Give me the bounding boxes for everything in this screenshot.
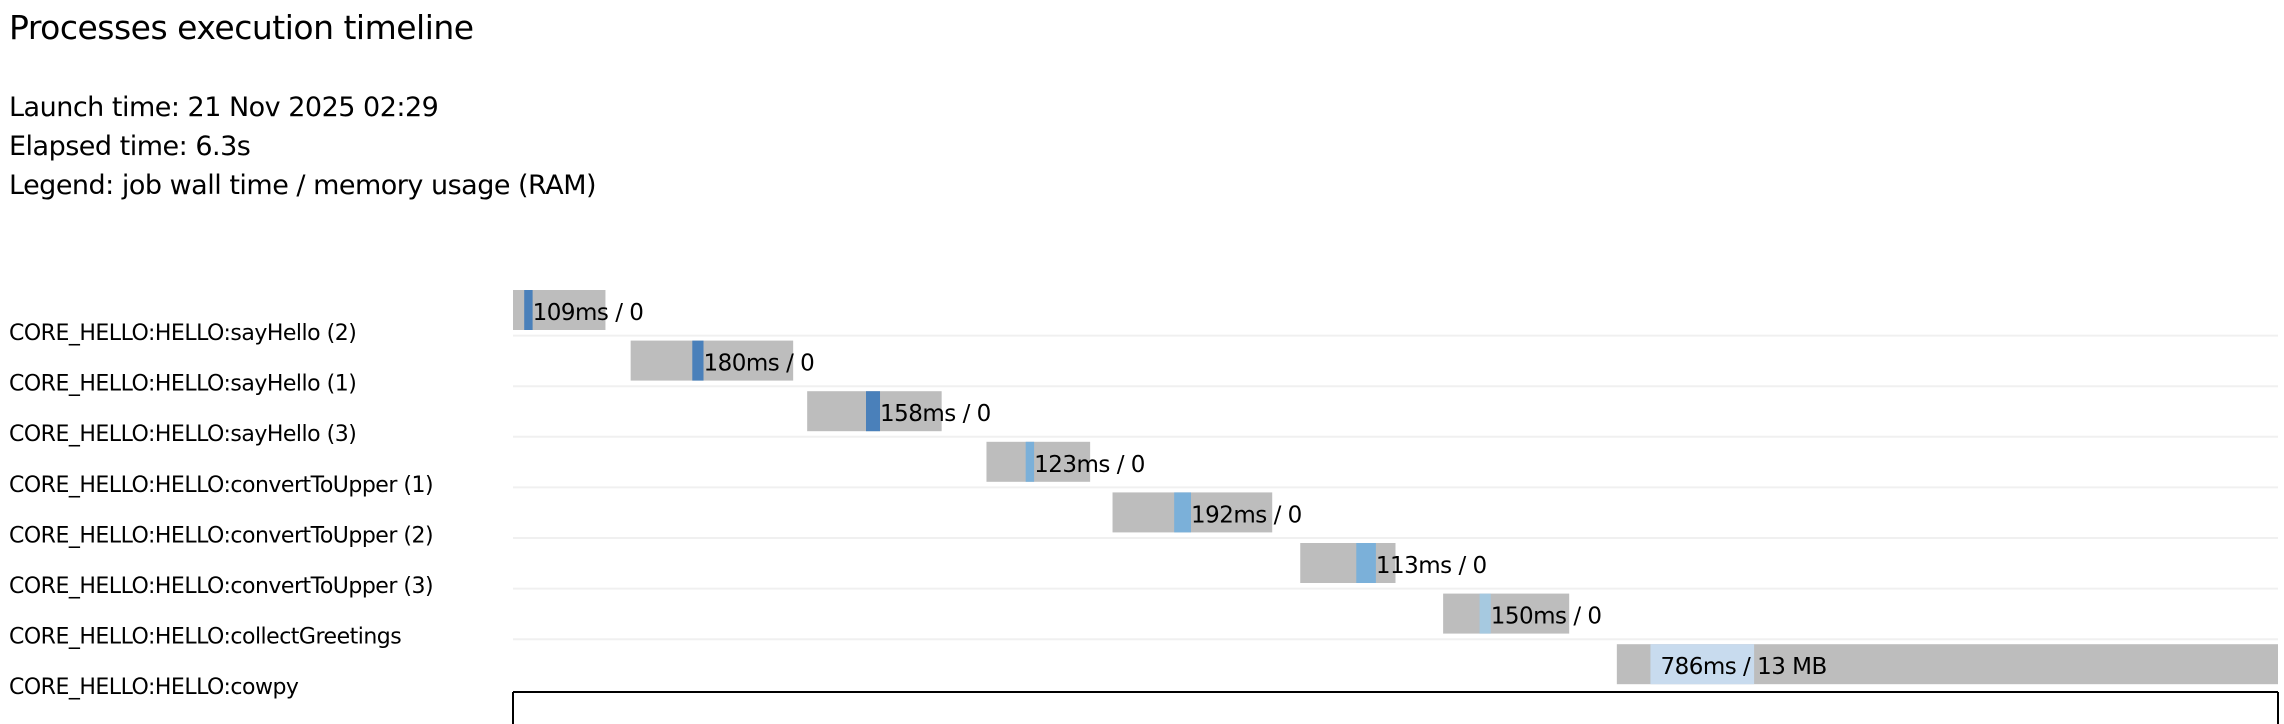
task-duration-label: 180ms / 0 <box>704 351 815 377</box>
page-title: Processes execution timeline <box>9 8 474 47</box>
legend-text: Legend: job wall time / memory usage (RA… <box>9 170 597 201</box>
task-bar-run <box>1025 441 1035 482</box>
task-bar-pending <box>1443 593 1570 634</box>
task-bar-run <box>1650 644 1755 685</box>
task-duration-label: 109ms / 0 <box>533 300 644 326</box>
memory-label: / 0 <box>956 401 991 427</box>
task-bar-pending <box>1112 492 1273 533</box>
task-label: CORE_HELLO:HELLO:sayHello (2) <box>9 321 356 346</box>
task-duration-label: 786ms / 13 MB <box>1660 654 1826 680</box>
time-label: 786ms <box>1660 654 1736 680</box>
memory-label: / 0 <box>1452 553 1487 579</box>
task-label: CORE_HELLO:HELLO:sayHello (3) <box>9 422 356 447</box>
task-bar-run <box>692 340 704 381</box>
memory-label: / 0 <box>779 351 814 377</box>
time-label: 109ms <box>533 300 609 326</box>
time-label: 192ms <box>1191 502 1267 528</box>
task-duration-label: 150ms / 0 <box>1491 604 1602 630</box>
task-bar-run <box>1174 492 1191 533</box>
task-label: CORE_HELLO:HELLO:convertToUpper (3) <box>9 574 433 599</box>
task-duration-label: 123ms / 0 <box>1034 452 1145 478</box>
memory-label: / 0 <box>1110 452 1145 478</box>
memory-label: / 0 <box>1267 502 1302 528</box>
memory-label: / 13 MB <box>1736 654 1827 680</box>
task-bar-pending <box>630 340 794 381</box>
time-label: 113ms <box>1376 553 1452 579</box>
task-duration-label: 113ms / 0 <box>1376 553 1487 579</box>
elapsed-time: Elapsed time: 6.3s <box>9 131 251 162</box>
task-label: CORE_HELLO:HELLO:cowpy <box>9 675 299 700</box>
time-label: 150ms <box>1491 604 1567 630</box>
time-label: 180ms <box>704 351 780 377</box>
launch-time: Launch time: 21 Nov 2025 02:29 <box>9 92 439 123</box>
task-label: CORE_HELLO:HELLO:collectGreetings <box>9 625 401 650</box>
time-label: 158ms <box>880 401 956 427</box>
task-bar-pending <box>1300 543 1396 583</box>
memory-label: / 0 <box>608 300 643 326</box>
task-bar-run <box>1479 593 1491 634</box>
task-bar-run <box>866 391 881 432</box>
time-label: 123ms <box>1034 452 1110 478</box>
task-label: CORE_HELLO:HELLO:sayHello (1) <box>9 372 356 397</box>
task-duration-label: 192ms / 0 <box>1191 502 1302 528</box>
task-label: CORE_HELLO:HELLO:convertToUpper (1) <box>9 473 433 498</box>
task-bar-run <box>524 290 533 330</box>
memory-label: / 0 <box>1567 604 1602 630</box>
task-bar-run <box>1356 543 1376 583</box>
task-label: CORE_HELLO:HELLO:convertToUpper (2) <box>9 523 433 548</box>
task-duration-label: 158ms / 0 <box>880 401 991 427</box>
task-bar-pending <box>986 441 1091 482</box>
